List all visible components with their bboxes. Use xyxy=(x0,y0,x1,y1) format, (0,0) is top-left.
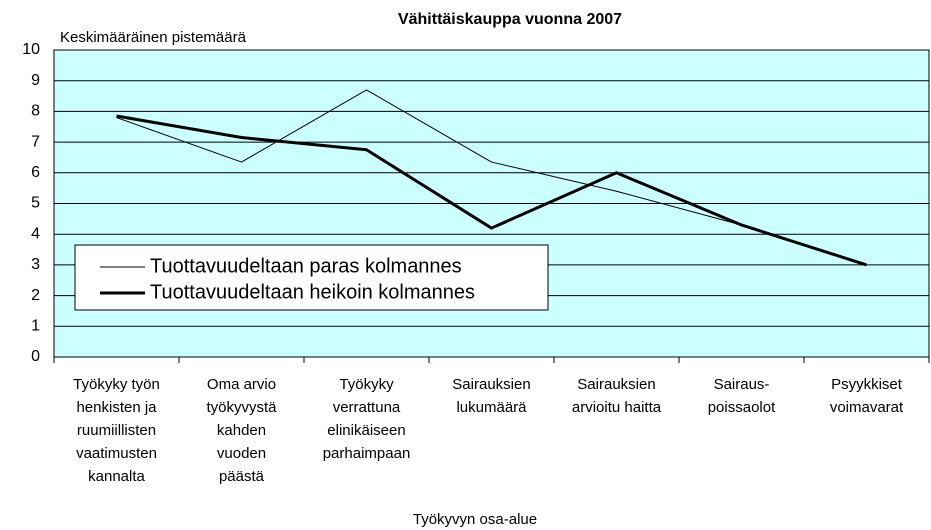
legend-label: Tuottavuudeltaan heikoin kolmannes xyxy=(150,281,475,303)
legend-box xyxy=(74,244,549,311)
x-tick-label: Oma arvio työkyvystä kahden vuoden päästä xyxy=(206,376,277,485)
y-tick-label: 7 xyxy=(31,133,40,150)
y-tick-label: 0 xyxy=(31,348,40,365)
x-tick-label: Sairaus-poissaolot xyxy=(708,376,776,416)
y-tick-label: 2 xyxy=(31,287,40,304)
y-tick-label: 9 xyxy=(31,72,40,89)
chart-title: Vähittäiskauppa vuonna 2007 xyxy=(398,11,622,28)
x-tick-label: Sairauksien arvioitu haitta xyxy=(572,376,662,416)
y-tick-label: 10 xyxy=(22,41,40,58)
series-line xyxy=(116,114,867,267)
y-tick-label: 3 xyxy=(31,256,40,273)
x-axis-label: Työkyvyn osa-alue xyxy=(413,511,537,528)
y-tick-label: 4 xyxy=(31,225,40,242)
x-tick-label: Psyykkiset voimavarat xyxy=(830,376,904,416)
x-tick-label: Työkyky työn henkisten ja ruumiillisten vaa… xyxy=(73,376,160,485)
y-tick-label: 8 xyxy=(31,103,40,120)
y-axis-label: Keskimääräinen pistemäärä xyxy=(60,29,247,46)
x-tick-label: Sairauksien lukumäärä xyxy=(452,376,530,416)
legend-label: Tuottavuudeltaan paras kolmannes xyxy=(150,255,462,277)
y-tick-label: 5 xyxy=(31,195,40,212)
y-tick-label: 6 xyxy=(31,164,40,181)
y-tick-label: 1 xyxy=(31,318,40,335)
x-tick-label: Työkyky verrattuna elinikäiseen parhaimpaan xyxy=(323,376,411,462)
